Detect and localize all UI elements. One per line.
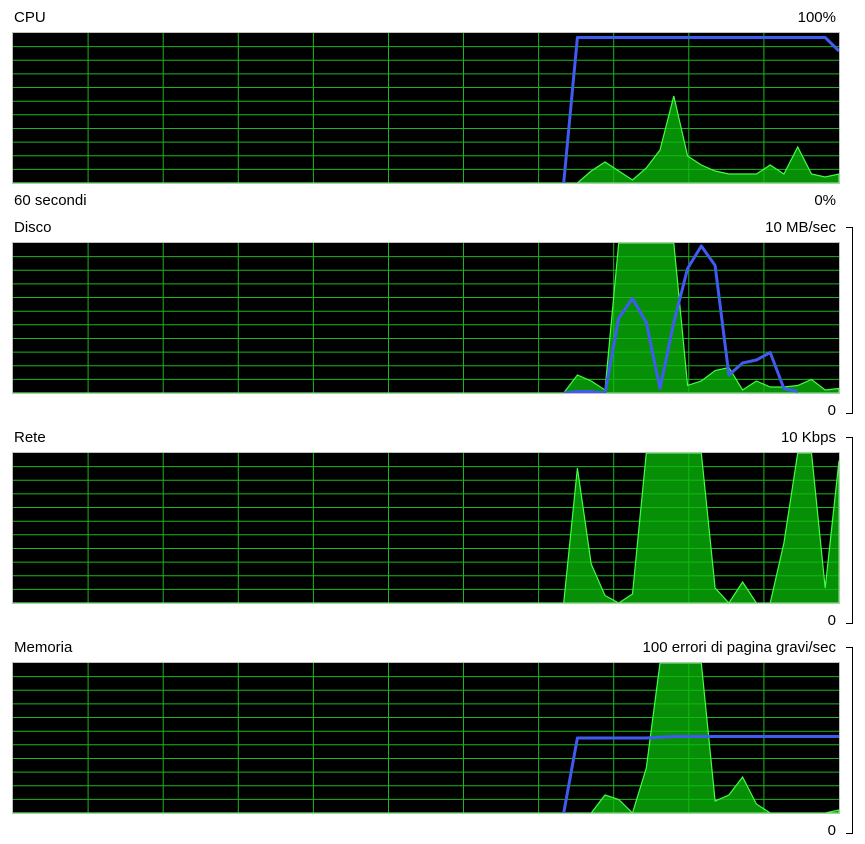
network-max-label: 10 Kbps <box>780 429 836 446</box>
cpu-title: CPU <box>14 9 46 26</box>
memory-scale-bracket <box>846 647 853 834</box>
usage-line-series <box>562 735 839 813</box>
graph-canvas <box>13 243 839 393</box>
memory-max-label: 100 errori di pagina gravi/sec <box>642 639 836 656</box>
disk-max-label: 10 MB/sec <box>765 219 836 236</box>
network-min-label: 0 <box>827 612 836 629</box>
memory-graph <box>12 662 840 814</box>
disk-graph <box>12 242 840 394</box>
disk-title: Disco <box>14 219 52 236</box>
time-span-label: 60 secondi <box>14 192 87 209</box>
graph-canvas <box>13 453 839 603</box>
cpu-min-label: 0% <box>814 192 836 209</box>
disk-min-label: 0 <box>827 402 836 419</box>
usage-line-series <box>562 36 839 183</box>
activity-area-series <box>13 95 839 183</box>
memory-min-label: 0 <box>827 822 836 839</box>
network-graph <box>12 452 840 604</box>
network-title: Rete <box>14 429 46 446</box>
graph-canvas <box>13 663 839 813</box>
activity-area-series <box>13 243 839 393</box>
cpu-max-label: 100% <box>797 9 836 26</box>
cpu-graph <box>12 32 840 184</box>
memory-title: Memoria <box>14 639 73 656</box>
disk-scale-bracket <box>846 227 853 414</box>
activity-area-series <box>13 453 839 603</box>
graph-canvas <box>13 33 839 183</box>
usage-line-series <box>563 244 799 393</box>
network-scale-bracket <box>846 437 853 624</box>
